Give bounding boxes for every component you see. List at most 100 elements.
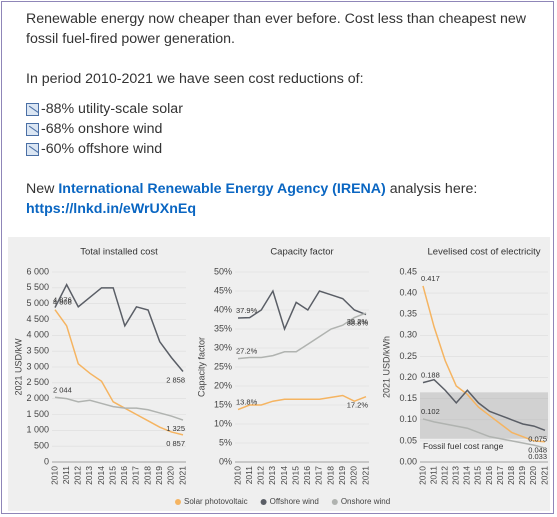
series-line xyxy=(237,394,367,411)
series-line xyxy=(54,396,184,421)
legend-swatch xyxy=(175,499,181,505)
data-label: 13.8% xyxy=(236,398,258,407)
paragraph: Renewable energy now cheaper than ever b… xyxy=(26,11,527,47)
y-axis-title: 2021 USD/kW xyxy=(13,338,23,396)
data-label: 0.102 xyxy=(421,407,440,416)
y-tick-label: 30% xyxy=(214,342,232,352)
x-tick-label: 2018 xyxy=(325,466,335,485)
x-tick-label: 2019 xyxy=(154,466,164,485)
y-tick-label: 6 000 xyxy=(26,266,49,276)
x-tick-label: 2021 xyxy=(539,466,549,485)
x-tick-label: 2018 xyxy=(142,466,152,485)
data-label: 17.2% xyxy=(347,401,369,410)
x-tick-label: 2015 xyxy=(107,466,117,485)
y-tick-label: 500 xyxy=(34,441,49,451)
y-tick-label: 2 000 xyxy=(26,393,49,403)
data-label: 0.417 xyxy=(421,274,440,283)
x-tick-label: 2020 xyxy=(349,466,359,485)
x-tick-label: 2014 xyxy=(462,466,472,485)
x-tick-label: 2010 xyxy=(49,466,59,485)
x-tick-label: 2020 xyxy=(166,466,176,485)
data-label: 37.9% xyxy=(236,306,258,315)
y-tick-label: 5 000 xyxy=(26,298,49,308)
chart-title: Capacity factor xyxy=(270,247,333,258)
data-label: 4 808 xyxy=(53,298,72,307)
series-line xyxy=(237,289,367,332)
data-label: 39.2% xyxy=(347,317,369,326)
x-tick-label: 2012 xyxy=(439,466,449,485)
y-tick-label: 0.40 xyxy=(399,287,417,297)
y-tick-label: 0.00 xyxy=(399,456,417,466)
legend-label: Offshore wind xyxy=(270,497,319,506)
fossil-range xyxy=(420,392,548,439)
series-line xyxy=(237,312,367,360)
x-tick-label: 2015 xyxy=(290,466,300,485)
data-label: 4 876 xyxy=(53,296,72,305)
data-label: 27.2% xyxy=(236,347,258,356)
data-label: 0.075 xyxy=(528,434,547,443)
y-tick-label: 5 500 xyxy=(26,282,49,292)
y-tick-label: 2 500 xyxy=(26,377,49,387)
chart-icon xyxy=(26,142,39,156)
reduction: -88% utility-scale solar xyxy=(26,99,536,119)
x-tick-label: 2021 xyxy=(360,466,370,485)
x-tick-label: 2021 xyxy=(177,466,187,485)
x-tick-label: 2017 xyxy=(131,466,141,485)
x-tick-label: 2013 xyxy=(84,466,94,485)
chart-icon xyxy=(26,102,39,116)
data-label: 0 857 xyxy=(166,439,185,448)
reduction-text: -60% offshore wind xyxy=(41,141,163,157)
y-tick-label: 3 500 xyxy=(26,346,49,356)
data-label: 1 325 xyxy=(166,424,185,433)
data-label: 38.8% xyxy=(347,319,369,328)
x-tick-label: 2011 xyxy=(61,466,71,485)
x-tick-label: 2017 xyxy=(495,466,505,485)
chart-icon xyxy=(26,122,39,136)
y-tick-label: 0.25 xyxy=(399,351,417,361)
y-tick-label: 25% xyxy=(214,361,232,371)
series-line xyxy=(422,285,546,443)
reduction: -68% onshore wind xyxy=(26,119,536,139)
x-tick-label: 2013 xyxy=(451,466,461,485)
y-tick-label: 1 500 xyxy=(26,409,49,419)
data-label: 0.033 xyxy=(528,452,547,461)
x-tick-label: 2011 xyxy=(428,466,438,485)
x-tick-label: 2016 xyxy=(302,466,312,485)
data-label: 0.188 xyxy=(421,371,440,380)
legend-swatch xyxy=(331,499,338,505)
x-tick-label: 2014 xyxy=(279,466,289,485)
data-label: 2 858 xyxy=(166,375,185,384)
y-tick-label: 0.20 xyxy=(399,372,417,382)
x-tick-label: 2014 xyxy=(96,466,106,485)
y-tick-label: 0% xyxy=(219,456,232,466)
y-tick-label: 40% xyxy=(214,304,232,314)
series-line xyxy=(422,418,546,449)
x-tick-label: 2019 xyxy=(337,466,347,485)
paragraph: New International Renewable Energy Agenc… xyxy=(26,179,536,199)
legend-swatch xyxy=(260,499,267,505)
y-tick-label: 15% xyxy=(214,399,232,409)
link[interactable]: International Renewable Energy Agency (I… xyxy=(58,181,386,197)
reduction-text: -88% utility-scale solar xyxy=(41,101,183,117)
series-line xyxy=(54,309,184,436)
y-tick-label: 4 000 xyxy=(26,330,49,340)
y-tick-label: 4 500 xyxy=(26,314,49,324)
post-text: Renewable energy now cheaper than ever b… xyxy=(26,9,536,219)
y-tick-label: 0.35 xyxy=(399,309,417,319)
y-tick-label: 0.45 xyxy=(399,266,417,276)
y-axis-title: Capacity factor xyxy=(196,337,206,397)
x-tick-label: 2015 xyxy=(473,466,483,485)
y-axis-title: 2021 USD/kWh xyxy=(381,336,391,398)
data-label: 2 044 xyxy=(53,385,72,394)
x-tick-label: 2012 xyxy=(73,466,83,485)
link[interactable]: https://lnkd.in/eWrUXnEq xyxy=(26,201,196,217)
series-line xyxy=(54,283,184,372)
y-tick-label: 10% xyxy=(214,418,232,428)
chart-title: Levelised cost of electricity xyxy=(428,247,541,258)
y-tick-label: 0.10 xyxy=(399,414,417,424)
x-tick-label: 2010 xyxy=(417,466,427,485)
data-label: 0.048 xyxy=(528,446,547,455)
reduction-text: -68% onshore wind xyxy=(41,121,163,137)
x-tick-label: 2016 xyxy=(119,466,129,485)
